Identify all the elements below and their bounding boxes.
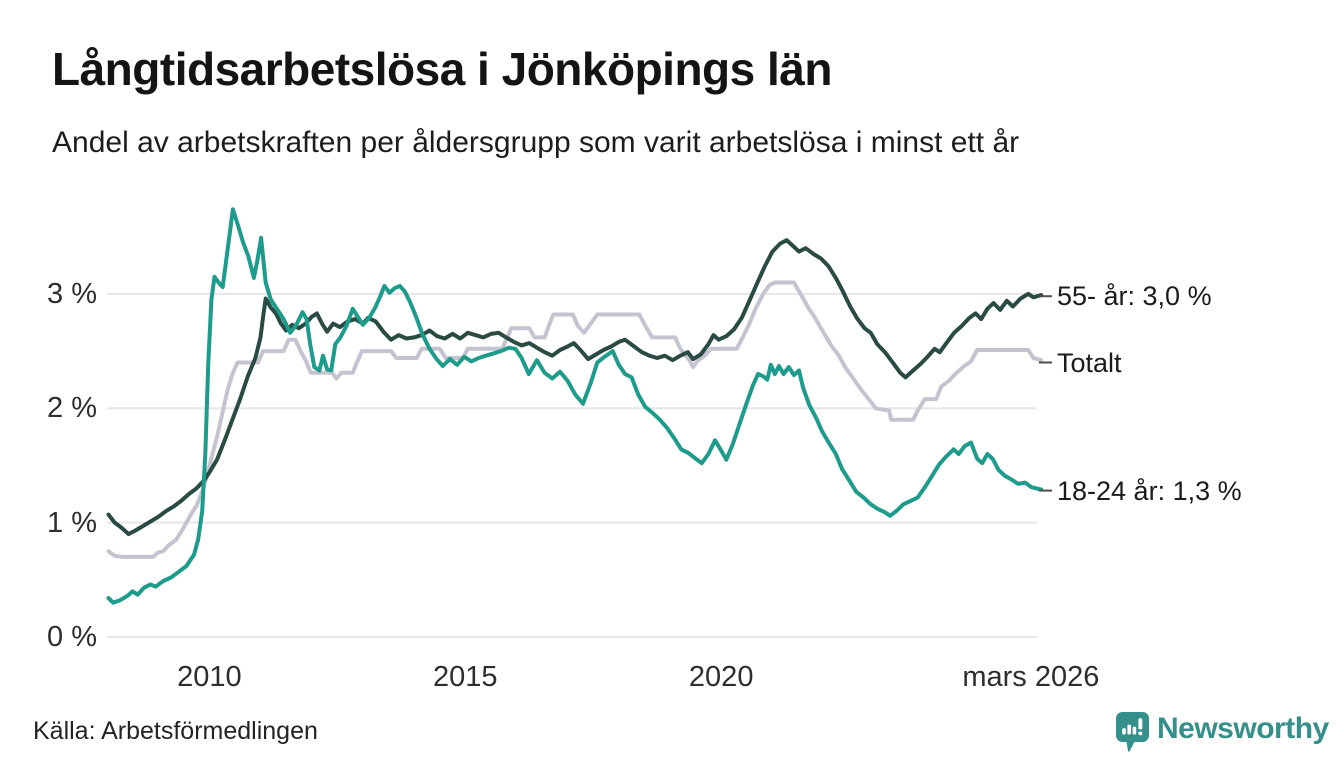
y-axis-label-2: 2 % (47, 392, 97, 425)
chart-subtitle: Andel av arbetskraften per åldersgrupp s… (52, 126, 1020, 159)
newsworthy-wordmark: Newsworthy (1157, 712, 1329, 745)
y-axis-label-1: 1 % (47, 506, 97, 539)
y-axis-label-0: 0 % (47, 621, 97, 653)
chart-title: Långtidsarbetslösa i Jönköpings län (52, 43, 832, 95)
x-axis-label-mars-2026: mars 2026 (962, 661, 1100, 693)
series-end-label-55: 55- år: 3,0 % (1057, 281, 1212, 312)
series-end-label-totalt: Totalt (1057, 347, 1122, 378)
speech-bubble-chart-icon (1116, 712, 1149, 752)
source-note: Källa: Arbetsförmedlingen (33, 717, 318, 745)
y-axis-label-3: 3 % (47, 277, 97, 310)
series-line-18-24-r (106, 207, 1044, 605)
x-axis-label-2020: 2020 (688, 661, 754, 693)
x-axis-label-2010: 2010 (177, 661, 242, 693)
series-end-label-18-24: 18-24 år: 1,3 % (1057, 475, 1242, 506)
series-line-55-r (106, 238, 1044, 537)
x-axis-label-2015: 2015 (433, 661, 498, 693)
newsworthy-logo[interactable]: Newsworthy (1116, 710, 1329, 754)
series-line-totalt (106, 280, 1044, 559)
